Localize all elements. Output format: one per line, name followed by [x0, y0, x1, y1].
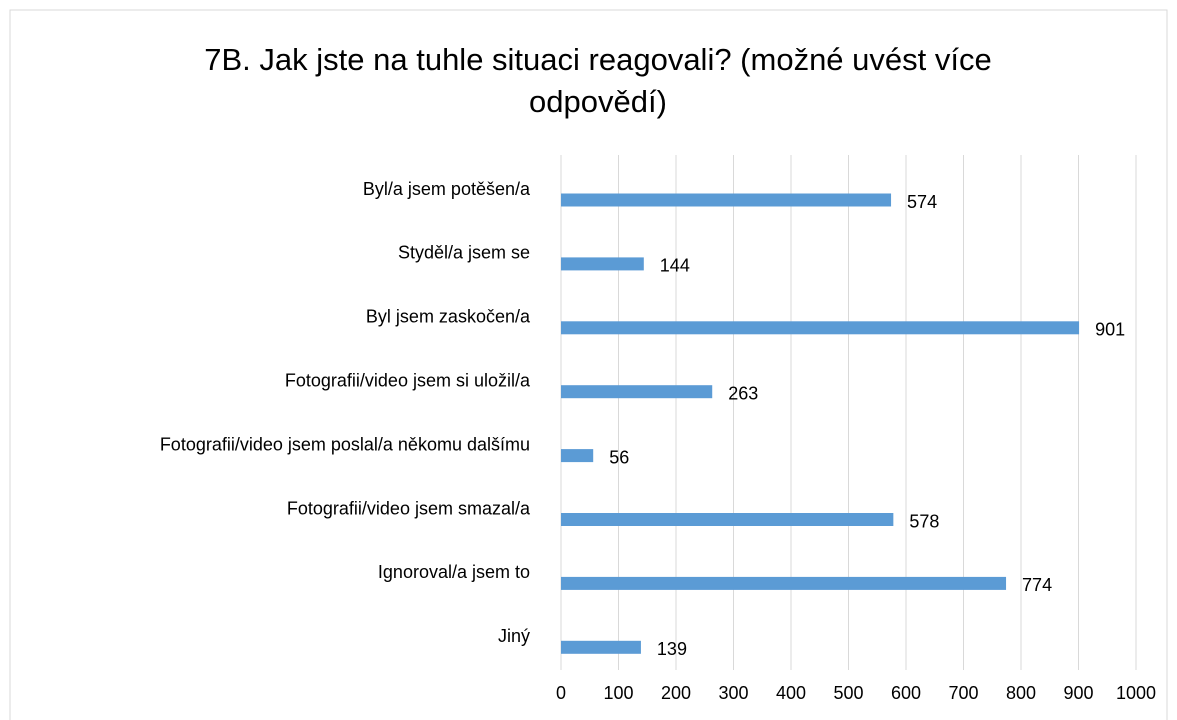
- bar: [561, 321, 1080, 335]
- bar: [561, 385, 713, 399]
- y-tick-label: Ignoroval/a jsem to: [378, 562, 530, 582]
- data-label: 901: [1095, 320, 1125, 340]
- chart-border: [9, 9, 1168, 720]
- bar: [561, 640, 641, 654]
- x-tick-label: 300: [718, 683, 748, 703]
- y-tick-label: Byl jsem zaskočen/a: [366, 307, 531, 327]
- x-tick-label: 200: [661, 683, 691, 703]
- chart-title: odpovědí): [529, 84, 667, 119]
- x-tick-label: 600: [891, 683, 921, 703]
- x-tick-label: 1000: [1116, 683, 1156, 703]
- bar: [561, 513, 894, 526]
- x-tick-label: 500: [833, 683, 863, 703]
- x-tick-label: 900: [1063, 683, 1093, 703]
- chart-title: 7B. Jak jste na tuhle situaci reagovali?…: [204, 42, 991, 77]
- bar: [561, 193, 892, 207]
- y-tick-label: Styděl/a jsem se: [398, 243, 530, 263]
- y-tick-label: Byl/a jsem potěšen/a: [363, 179, 531, 199]
- y-tick-label: Jiný: [498, 626, 530, 646]
- x-tick-label: 100: [603, 683, 633, 703]
- data-label: 139: [657, 639, 687, 659]
- x-tick-label: 400: [776, 683, 806, 703]
- bar: [561, 449, 594, 463]
- x-tick-label: 0: [556, 683, 566, 703]
- data-label: 774: [1022, 575, 1052, 595]
- bar: [561, 576, 1007, 590]
- data-label: 574: [907, 192, 937, 212]
- y-tick-label: Fotografii/video jsem smazal/a: [287, 498, 531, 518]
- data-label: 578: [909, 511, 939, 531]
- data-label: 144: [660, 256, 690, 276]
- data-label: 56: [609, 447, 629, 467]
- x-tick-label: 800: [1006, 683, 1036, 703]
- x-tick-label: 700: [948, 683, 978, 703]
- bar: [561, 257, 644, 271]
- data-label: 263: [728, 383, 758, 403]
- y-tick-label: Fotografii/video jsem poslal/a někomu da…: [160, 434, 530, 454]
- y-tick-label: Fotografii/video jsem si uložil/a: [285, 370, 531, 390]
